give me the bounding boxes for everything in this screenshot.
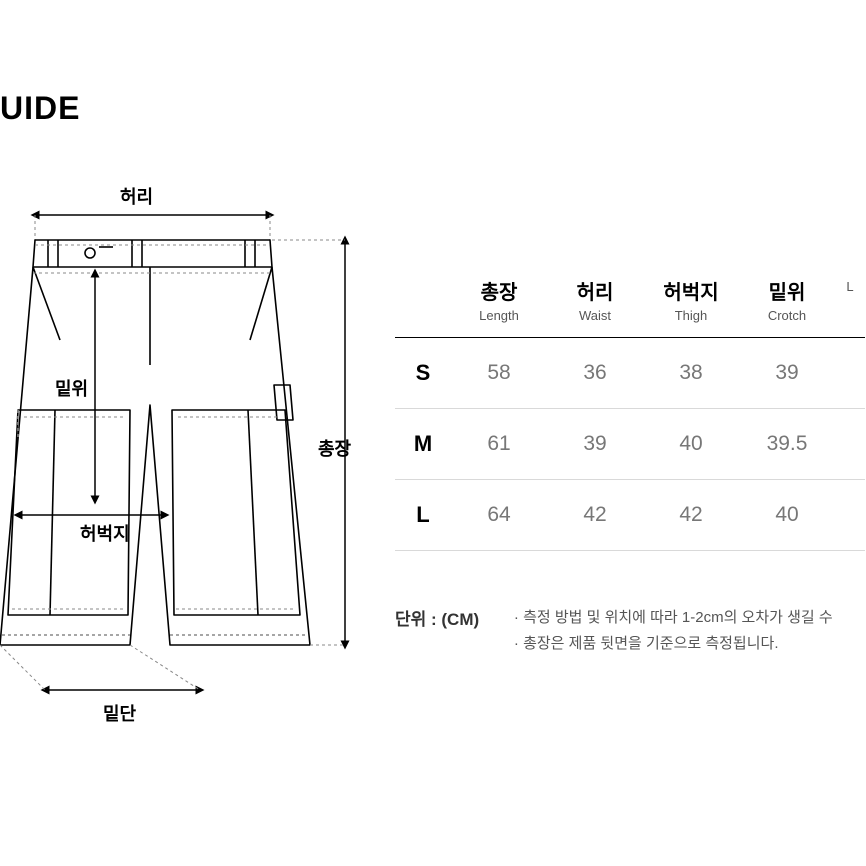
col-length: 총장Length [451, 270, 547, 338]
cell: 38 [643, 338, 739, 409]
table-row: M 61 39 40 39.5 [395, 409, 865, 480]
cell: 42 [643, 480, 739, 551]
label-length: 총장 [318, 435, 351, 461]
cell [835, 480, 865, 551]
cell: 36 [547, 338, 643, 409]
notes: 단위 : (CM) 측정 방법 및 위치에 따라 1-2cm의 오차가 생길 수… [395, 605, 865, 656]
note-line: 측정 방법 및 위치에 따라 1-2cm의 오차가 생길 수 [514, 605, 833, 631]
cell [835, 409, 865, 480]
label-hem: 밑단 [103, 700, 136, 726]
col-waist: 허리Waist [547, 270, 643, 338]
size-header [395, 270, 451, 338]
garment-diagram: 허리 밑위 허벅지 총장 밑단 [0, 185, 370, 745]
col-crotch: 밑위Crotch [739, 270, 835, 338]
col-extra: L [835, 270, 865, 338]
label-crotch: 밑위 [55, 375, 88, 401]
col-thigh: 허벅지Thigh [643, 270, 739, 338]
cell: 39.5 [739, 409, 835, 480]
unit-text: 단위 : (CM) [395, 605, 479, 630]
cell: 42 [547, 480, 643, 551]
cell: 39 [739, 338, 835, 409]
size-table: 총장Length 허리Waist 허벅지Thigh 밑위Crotch L S 5… [395, 270, 865, 551]
size-label: M [395, 409, 451, 480]
table-row: S 58 36 38 39 [395, 338, 865, 409]
size-label: S [395, 338, 451, 409]
page-title: UIDE [0, 90, 80, 127]
cell: 64 [451, 480, 547, 551]
label-waist: 허리 [120, 183, 153, 209]
cell: 40 [643, 409, 739, 480]
cell: 40 [739, 480, 835, 551]
label-thigh: 허벅지 [80, 520, 130, 546]
size-label: L [395, 480, 451, 551]
cell: 61 [451, 409, 547, 480]
cell [835, 338, 865, 409]
table-header-row: 총장Length 허리Waist 허벅지Thigh 밑위Crotch L [395, 270, 865, 338]
note-lines: 측정 방법 및 위치에 따라 1-2cm의 오차가 생길 수 총장은 제품 뒷면… [514, 605, 833, 656]
table-row: L 64 42 42 40 [395, 480, 865, 551]
cell: 39 [547, 409, 643, 480]
note-line: 총장은 제품 뒷면을 기준으로 측정됩니다. [514, 631, 833, 657]
cell: 58 [451, 338, 547, 409]
